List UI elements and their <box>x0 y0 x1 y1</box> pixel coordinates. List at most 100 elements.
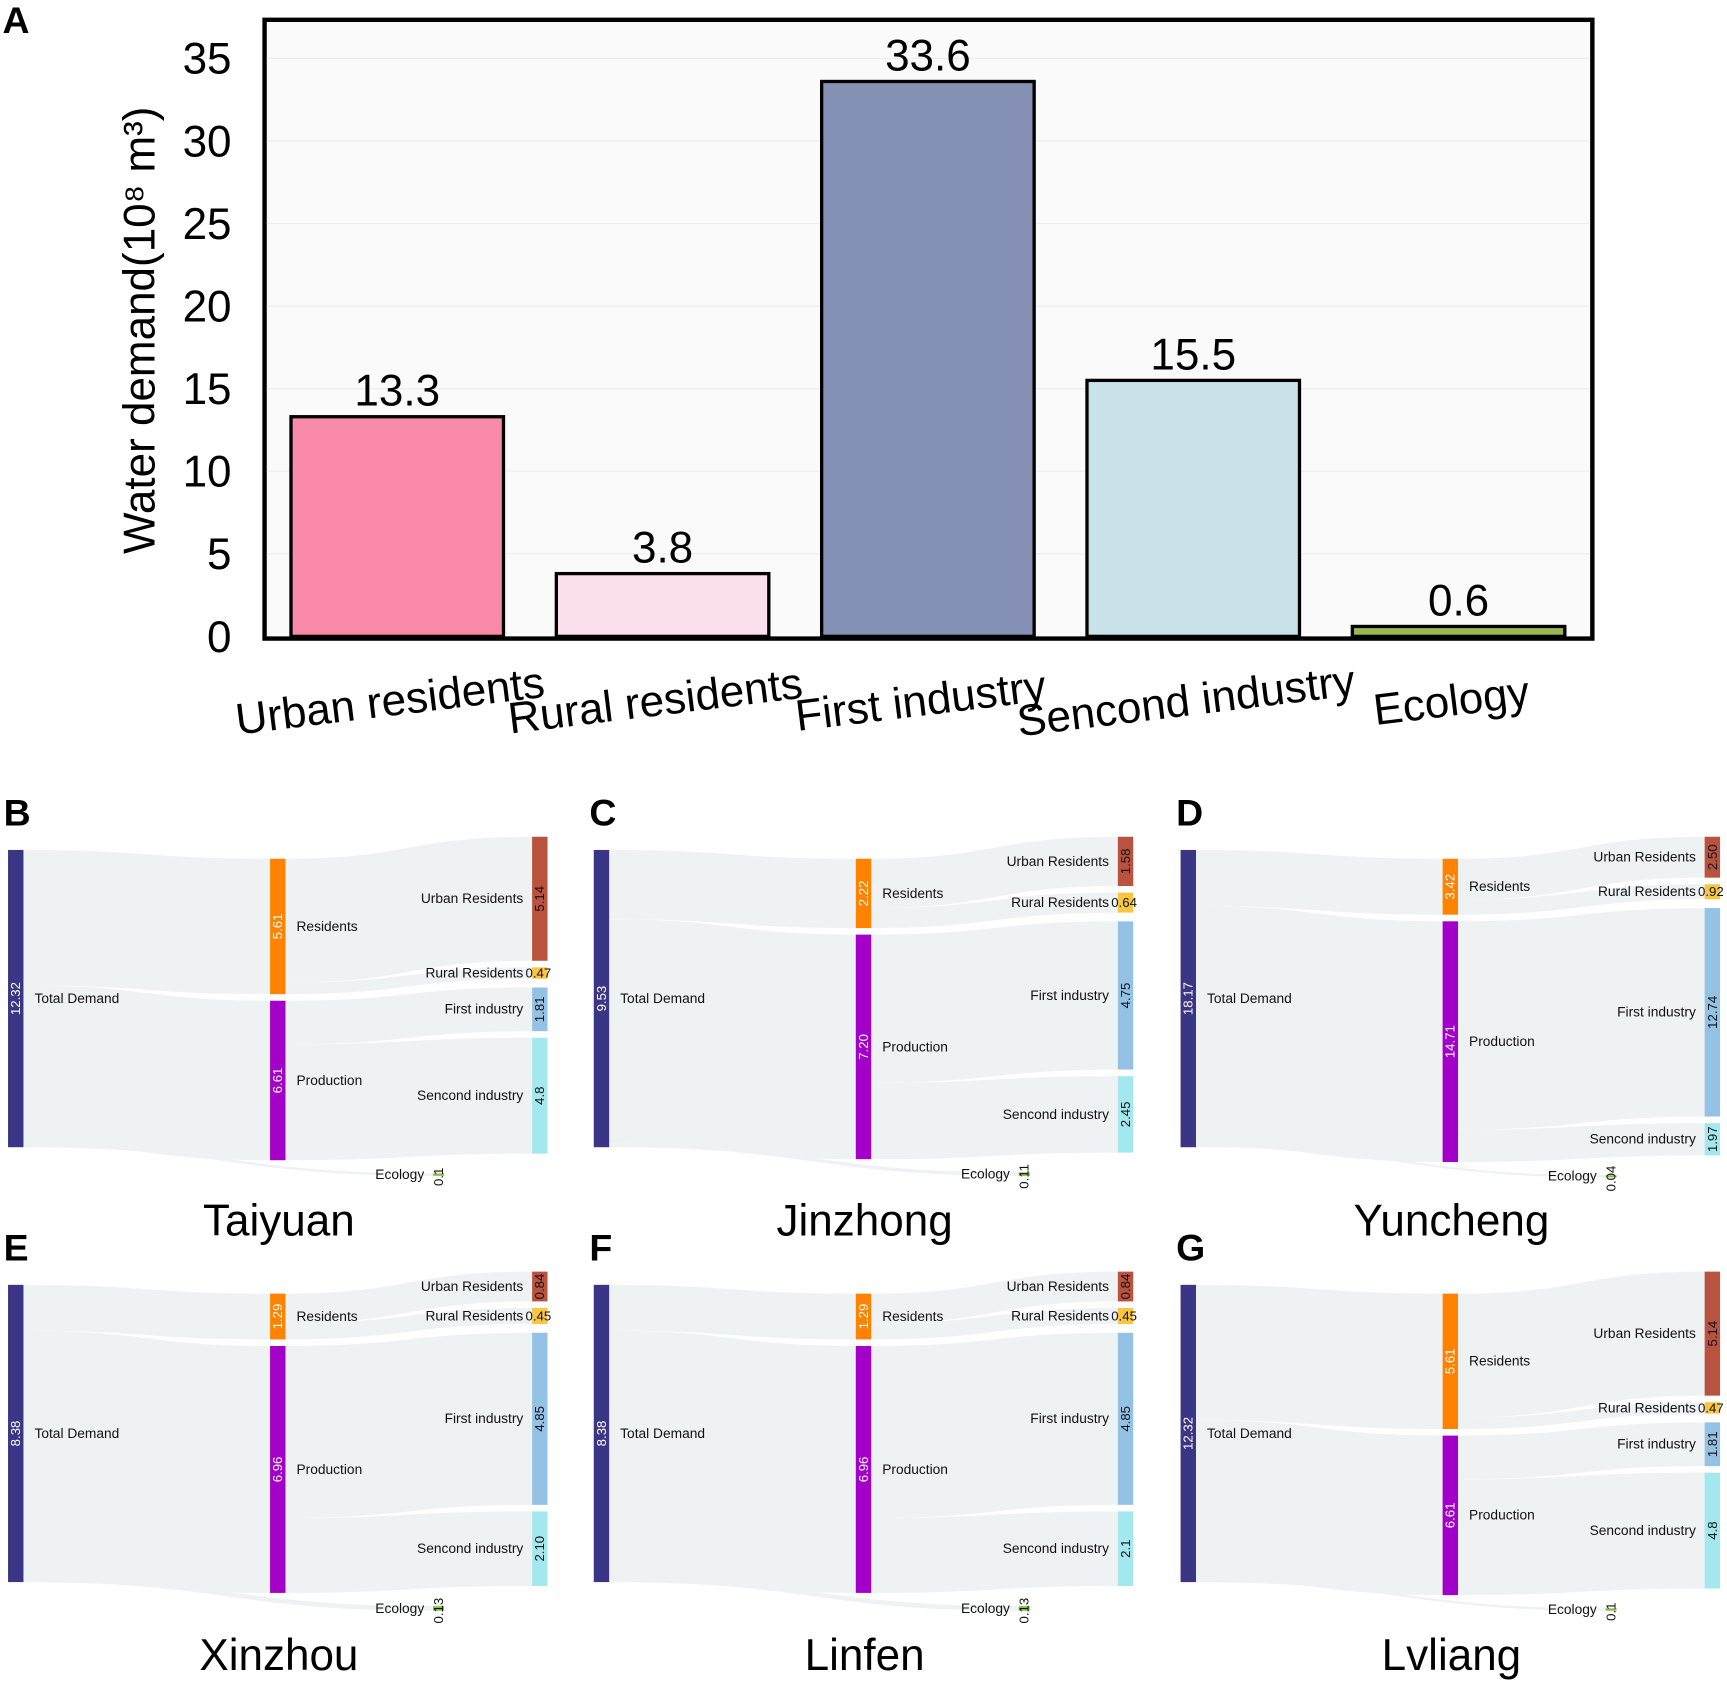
node-value-rural: 0.47 <box>1698 1400 1724 1415</box>
sankey-node-second <box>1704 1123 1721 1156</box>
node-value-ecology: 0.1 <box>1603 1603 1618 1621</box>
node-label-total: Total Demand <box>620 1426 705 1441</box>
node-value-urban: 0.84 <box>532 1274 547 1300</box>
node-value-total: 9.53 <box>594 986 609 1012</box>
node-label-residents: Residents <box>1469 879 1530 894</box>
sankey-link <box>1195 905 1443 1162</box>
node-label-second: Sencond industry <box>417 1088 523 1103</box>
node-value-ecology: 0.04 <box>1603 1166 1618 1192</box>
sankey-link <box>23 1284 271 1340</box>
sankey-node-total <box>593 849 610 1148</box>
sankey-link <box>23 1144 434 1176</box>
y-axis-label: Water demand(10⁸ m³) <box>115 107 164 554</box>
sankey-link <box>285 1511 533 1593</box>
sankey-panel-xinzhou: 8.38 Total Demand 1.29 Residents 6.96 Product… <box>4 1227 552 1681</box>
sankey-link <box>609 849 856 929</box>
node-label-residents: Residents <box>296 919 357 934</box>
node-label-rural: Rural Residents <box>1598 1400 1696 1415</box>
y-ticks: 0 5 10 15 20 25 30 35 <box>183 35 232 662</box>
sankey-link <box>1458 836 1705 900</box>
y-tick-label: 35 <box>183 35 232 84</box>
sankey-node-urban <box>1704 1271 1721 1396</box>
sankey-link <box>23 1330 271 1593</box>
node-value-residents: 2.22 <box>856 881 871 907</box>
sankey-link <box>871 1511 1118 1593</box>
panel-letter: F <box>589 1227 612 1269</box>
bar-value-label: 3.8 <box>632 524 693 573</box>
sankey-link <box>285 967 533 995</box>
sankey-node-residents <box>270 858 286 995</box>
panel-letter: G <box>1176 1227 1205 1269</box>
node-label-second: Sencond industry <box>1003 1541 1109 1556</box>
node-label-second: Sencond industry <box>1003 1107 1109 1122</box>
sankey-link <box>1195 1284 1443 1430</box>
node-value-production: 6.61 <box>270 1068 285 1094</box>
node-label-residents: Residents <box>1469 1354 1530 1369</box>
panel-letter: E <box>4 1227 29 1269</box>
sankey-node-rural <box>1117 1308 1134 1324</box>
sankey-node-total <box>1180 1284 1196 1583</box>
panel-letter: B <box>4 792 31 834</box>
sankey-node-rural <box>1117 892 1134 913</box>
sankey-node-production <box>1442 921 1459 1162</box>
node-value-first: 12.74 <box>1705 996 1720 1029</box>
sankey-link <box>285 1037 533 1161</box>
node-value-first: 1.81 <box>532 997 547 1023</box>
node-value-urban: 0.84 <box>1118 1274 1133 1300</box>
node-label-second: Sencond industry <box>1590 1523 1696 1538</box>
sankey-link <box>1458 884 1705 915</box>
sankey-link <box>609 1284 856 1340</box>
sankey-node-first <box>532 987 548 1032</box>
sankey-node-production <box>270 1000 286 1161</box>
sankey-link <box>23 985 271 1161</box>
node-value-ecology: 0.1 <box>431 1168 446 1186</box>
node-label-residents: Residents <box>296 1309 357 1324</box>
node-label-urban: Urban Residents <box>1593 1326 1696 1341</box>
node-label-production: Production <box>1469 1034 1535 1049</box>
node-value-second: 2.45 <box>1118 1102 1133 1128</box>
sankey-link <box>871 1271 1118 1324</box>
node-value-total: 12.32 <box>8 982 23 1015</box>
sankey-link <box>1195 1145 1606 1178</box>
sankey-node-total <box>1180 849 1196 1148</box>
bar-value-label: 0.6 <box>1428 576 1489 625</box>
sankey-link <box>1458 1402 1705 1430</box>
node-value-rural: 0.45 <box>1111 1308 1137 1323</box>
city-title: Lvliang <box>1382 1631 1521 1680</box>
sankey-link <box>609 1143 1019 1176</box>
sankey-panel-yuncheng: 18.17 Total Demand 3.42 Residents 14.71 Produ… <box>1176 792 1724 1246</box>
node-label-first: First industry <box>1030 988 1109 1003</box>
node-value-rural: 0.92 <box>1698 884 1724 899</box>
node-label-residents: Residents <box>882 886 943 901</box>
sankey-node-rural <box>1704 1402 1721 1414</box>
y-tick-label: 0 <box>207 613 231 662</box>
node-value-urban: 5.14 <box>1705 1321 1720 1347</box>
node-label-production: Production <box>1469 1508 1535 1523</box>
bar-value-label: 33.6 <box>885 31 971 80</box>
sankey-link <box>871 1308 1118 1340</box>
node-value-second: 4.8 <box>1705 1521 1720 1539</box>
sankey-link <box>285 836 533 983</box>
sankey-node-first <box>1704 908 1721 1117</box>
sankey-link <box>285 1271 533 1324</box>
bar-chart-panel-a: A Water demand(10⁸ m³) 0 5 10 15 20 25 30 35 13… <box>3 0 1595 746</box>
node-label-rural: Rural Residents <box>425 965 523 980</box>
sankey-node-ecology <box>1605 1608 1617 1611</box>
node-label-total: Total Demand <box>34 1426 119 1441</box>
node-label-first: First industry <box>1030 1411 1109 1426</box>
sankey-link <box>1458 1422 1705 1480</box>
node-label-first: First industry <box>1617 1437 1696 1452</box>
node-value-total: 8.38 <box>8 1421 23 1447</box>
panel-letter: A <box>3 0 30 41</box>
node-value-ecology: 0.13 <box>431 1598 446 1624</box>
node-label-ecology: Ecology <box>375 1601 424 1616</box>
node-value-first: 4.75 <box>1118 983 1133 1009</box>
node-value-residents: 1.29 <box>856 1304 871 1330</box>
node-label-total: Total Demand <box>1207 991 1292 1006</box>
node-label-first: First industry <box>445 1002 524 1017</box>
node-label-second: Sencond industry <box>417 1541 523 1556</box>
sankey-node-ecology <box>1018 1606 1030 1611</box>
node-label-total: Total Demand <box>34 991 119 1006</box>
node-label-urban: Urban Residents <box>1007 1279 1110 1294</box>
